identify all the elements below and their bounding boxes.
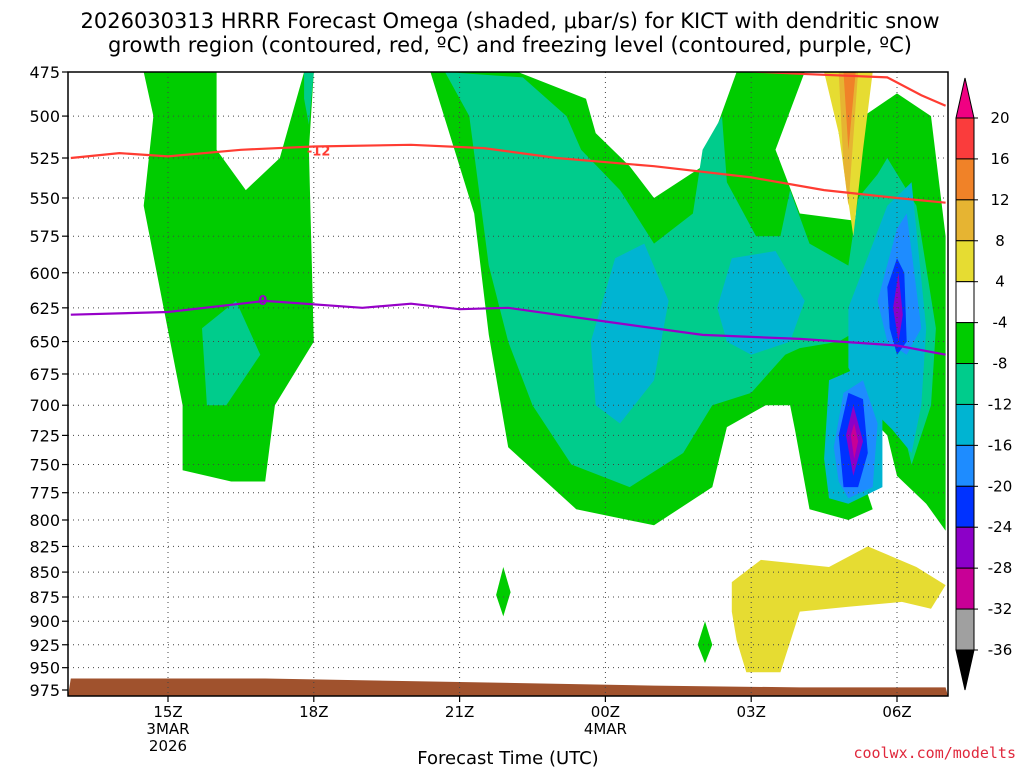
grid-layer <box>68 72 948 696</box>
y-tick-label: 675 <box>29 365 60 384</box>
y-tick-label: 625 <box>29 299 60 318</box>
y-tick-label: 500 <box>29 107 60 126</box>
x-tick-label: 15Z <box>153 703 182 721</box>
colorbar-bin <box>955 117 975 160</box>
omega-shaded-layer <box>143 72 946 673</box>
y-tick-label: 525 <box>29 149 60 168</box>
freezing-level-contour <box>70 299 946 356</box>
y-tick-label: 775 <box>29 484 60 503</box>
colorbar-label: 20 <box>990 109 1009 127</box>
pressure-axis: 475 500 525 550 575 600 625 650 675 700 725 750 775 8… <box>29 63 68 700</box>
y-tick-label: 975 <box>29 681 60 700</box>
colorbar: 20 16 12 8 4 -4 -8 -12 -16 -20 -24 -28 -32 -36 <box>955 77 1013 691</box>
colorbar-label: 16 <box>990 150 1009 168</box>
colorbar-label: -36 <box>988 641 1013 659</box>
colorbar-label: 8 <box>995 232 1005 250</box>
y-tick-label: 825 <box>29 537 60 556</box>
colorbar-bin-bottom <box>955 649 975 691</box>
dgz-contour-label: -12 <box>307 144 331 159</box>
colorbar-label: 4 <box>995 273 1005 291</box>
y-tick-label: 850 <box>29 563 60 582</box>
dgz-upper-contour <box>741 72 947 107</box>
omega-region-0 <box>143 72 314 482</box>
omega-region-2 <box>202 300 261 406</box>
y-tick-label: 600 <box>29 264 60 283</box>
y-tick-label: 800 <box>29 511 60 530</box>
omega-region-21 <box>697 621 713 664</box>
colorbar-label: -4 <box>993 314 1008 332</box>
omega-region-15 <box>850 423 859 459</box>
freezing-contour-label: 0 <box>258 294 267 309</box>
colorbar-bin <box>955 240 975 283</box>
x-tick-year-label: 2026 <box>149 737 187 755</box>
chart-title-line1: 2026030313 HRRR Forecast Omega (shaded, … <box>81 9 940 33</box>
colorbar-bin <box>955 199 975 242</box>
y-tick-label: 475 <box>29 63 60 82</box>
colorbar-bin <box>955 322 975 365</box>
x-tick-label: 03Z <box>737 703 766 721</box>
x-tick-date-label: 3MAR <box>146 720 189 738</box>
colorbar-label: -24 <box>988 518 1013 536</box>
y-tick-label: 700 <box>29 396 60 415</box>
colorbar-bin <box>955 363 975 405</box>
colorbar-bin <box>955 526 975 569</box>
colorbar-label: -16 <box>988 436 1013 454</box>
dgz-lower-contour <box>70 143 946 204</box>
watermark: coolwx.com/modelts <box>853 744 1016 762</box>
colorbar-label: -20 <box>988 477 1013 495</box>
colorbar-bin <box>955 403 975 446</box>
contour-layer <box>70 72 947 356</box>
colorbar-bin-top <box>955 77 975 119</box>
x-tick-label: 06Z <box>882 703 911 721</box>
omega-region-19 <box>731 546 946 673</box>
y-tick-label: 875 <box>29 588 60 607</box>
colorbar-bin <box>955 158 975 201</box>
colorbar-bin <box>955 444 975 487</box>
y-tick-label: 925 <box>29 636 60 655</box>
colorbar-bin <box>955 485 975 528</box>
terrain-layer <box>68 678 948 696</box>
chart-title-line2: growth region (contoured, red, ºC) and f… <box>108 33 912 57</box>
plot-frame <box>67 71 949 697</box>
x-tick-label: 21Z <box>445 703 474 721</box>
omega-region-6 <box>717 251 805 355</box>
omega-region-4 <box>445 72 936 488</box>
terrain-band <box>68 678 948 696</box>
omega-region-5 <box>590 243 669 424</box>
y-tick-label: 950 <box>29 659 60 678</box>
y-tick-label: 650 <box>29 333 60 352</box>
y-tick-label: 550 <box>29 189 60 208</box>
y-tick-label: 750 <box>29 456 60 475</box>
y-tick-label: 900 <box>29 612 60 631</box>
y-tick-label: 725 <box>29 426 60 445</box>
x-tick-label: 18Z <box>299 703 328 721</box>
colorbar-bin <box>955 567 975 610</box>
colorbar-bin <box>955 608 975 651</box>
omega-region-13 <box>893 272 903 342</box>
plot-area <box>67 71 949 697</box>
omega-region-18 <box>843 72 856 150</box>
y-tick-label: 575 <box>29 227 60 246</box>
colorbar-label: -32 <box>988 600 1013 618</box>
x-tick-label: 00Z <box>591 703 620 721</box>
colorbar-label: -8 <box>993 355 1008 373</box>
colorbar-label: -28 <box>988 559 1013 577</box>
colorbar-label: -12 <box>988 395 1013 413</box>
x-axis-title: Forecast Time (UTC) <box>417 748 598 768</box>
colorbar-bin <box>955 281 975 324</box>
omega-region-20 <box>496 567 511 617</box>
colorbar-label: 12 <box>990 191 1009 209</box>
omega-region-3 <box>304 72 314 125</box>
x-tick-date-label: 4MAR <box>584 720 627 738</box>
